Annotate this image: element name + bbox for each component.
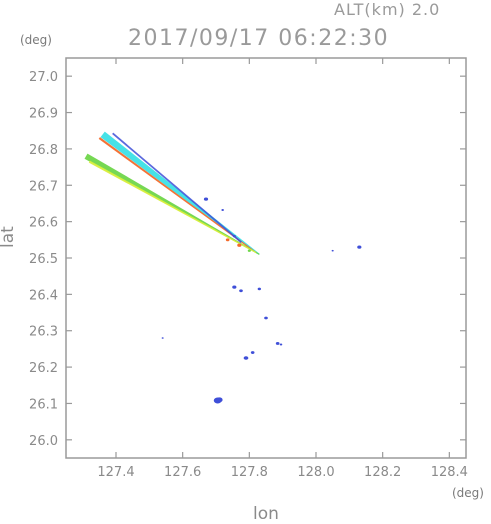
x-tick-label: 128.4 — [431, 465, 468, 480]
echo-streak-upper-edge — [98, 137, 257, 254]
y-tick-label: 26.6 — [29, 216, 58, 231]
x-tick-label: 128.0 — [297, 465, 334, 480]
echo-cells — [161, 197, 362, 404]
y-tick-label: 26.7 — [29, 179, 58, 194]
echo-cell — [243, 356, 249, 360]
echo-cell — [221, 209, 224, 211]
x-tick-label: 127.4 — [97, 465, 134, 480]
echo-cell — [216, 397, 223, 403]
y-tick-label: 26.8 — [29, 143, 58, 158]
echo-cell — [232, 234, 236, 238]
x-axis-title: lon — [253, 504, 279, 524]
echo-cell — [237, 243, 242, 247]
echo-cell — [239, 289, 243, 293]
plot-frame — [65, 57, 467, 459]
echo-streak-lower-edge — [88, 160, 257, 254]
echo-cell — [225, 238, 230, 242]
y-tick-label: 26.4 — [29, 288, 58, 303]
axis-ticks: 26.0 26.1 26.2 26.3 26.4 26.5 26.6 26.7 26.8 26.9… — [29, 58, 468, 480]
echo-cell — [257, 287, 262, 291]
y-axis-unit: (deg) — [20, 33, 52, 47]
x-tick-label: 127.8 — [231, 465, 268, 480]
echo-cell — [357, 245, 362, 249]
echo-cell — [331, 249, 334, 252]
echo-cell — [279, 343, 283, 346]
x-axis-unit: (deg) — [452, 486, 484, 500]
y-tick-label: 26.1 — [29, 397, 58, 412]
timestamp-title: 2017/09/17 06:22:30 — [128, 26, 390, 51]
echo-cell — [250, 351, 255, 354]
echo-cell — [264, 316, 268, 320]
echo-cell — [275, 342, 280, 345]
y-tick-label: 26.5 — [29, 252, 58, 267]
y-tick-label: 27.0 — [29, 70, 58, 85]
echo-streaks — [84, 131, 260, 255]
echo-cell — [232, 285, 237, 289]
echo-cell — [203, 197, 209, 201]
y-tick-label: 26.0 — [29, 434, 58, 449]
echo-streak-lower — [84, 153, 260, 255]
x-tick-label: 128.2 — [364, 465, 401, 480]
altitude-label: ALT(km) 2.0 — [334, 0, 441, 19]
echo-cell — [161, 337, 164, 339]
x-tick-label: 127.6 — [164, 465, 201, 480]
y-tick-label: 26.3 — [29, 325, 58, 340]
echo-cell — [247, 249, 251, 252]
echo-streak-fringe — [112, 132, 242, 244]
y-tick-label: 26.2 — [29, 361, 58, 376]
y-tick-label: 26.9 — [29, 107, 58, 122]
